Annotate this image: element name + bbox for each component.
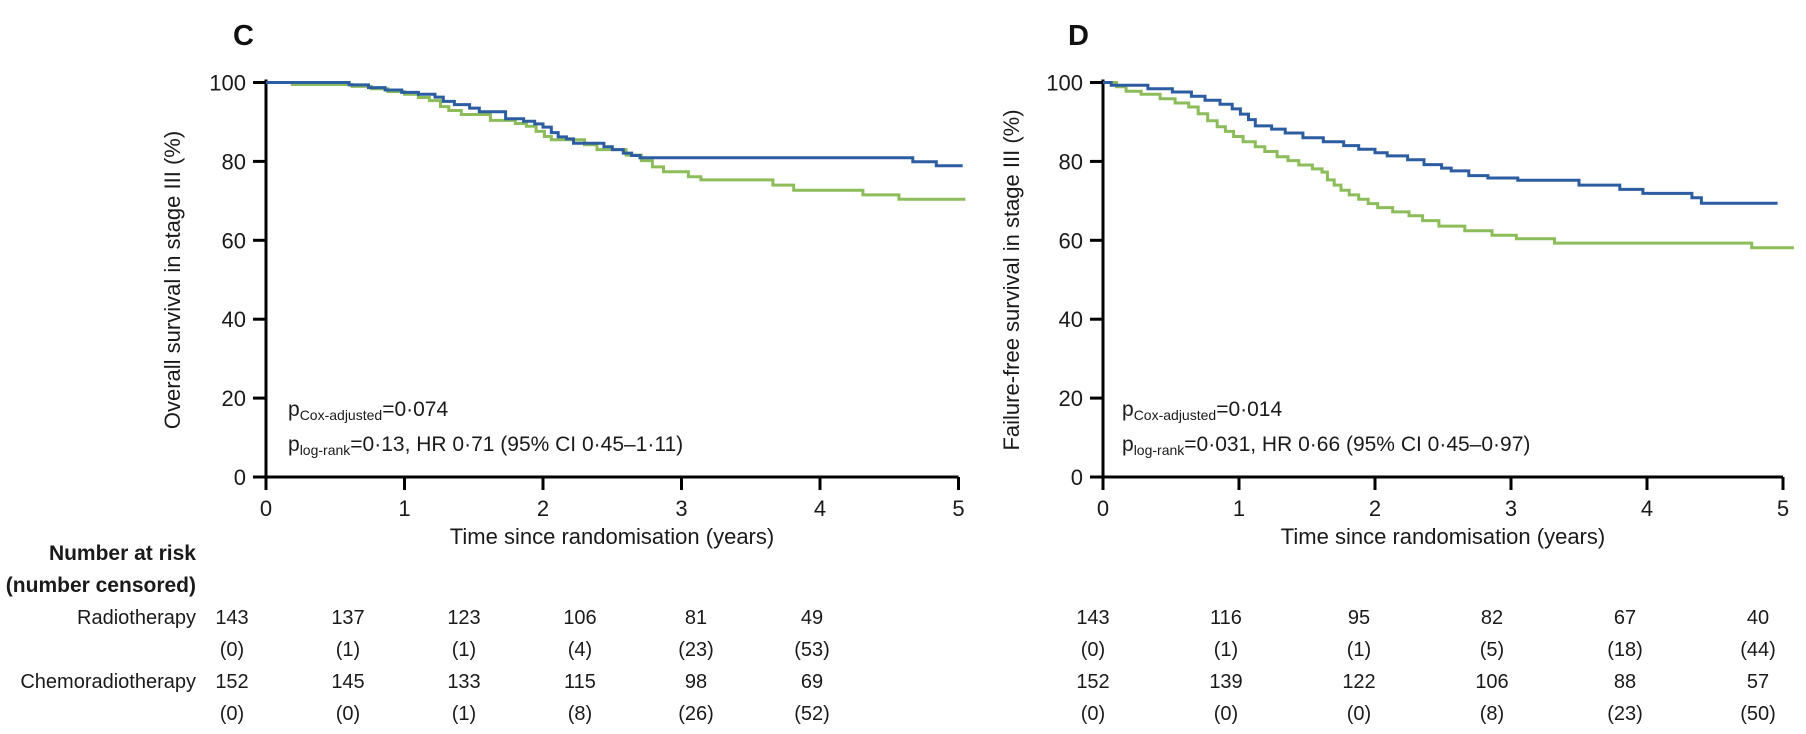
- risk-cell-d_cens-chemoradiotherapy: (0): [1213, 703, 1239, 725]
- risk-cell-c_risk-chemoradiotherapy: 152: [215, 671, 249, 693]
- risk-cell-d_risk-chemoradiotherapy: 88: [1613, 671, 1637, 693]
- risk-cell-d_risk-radiotherapy: 82: [1480, 607, 1504, 629]
- risk-cell-c_cens-chemoradiotherapy: (26): [678, 703, 714, 725]
- risk-cell-c_cens-chemoradiotherapy: (0): [335, 703, 361, 725]
- risk-cell-c_risk-chemoradiotherapy: 98: [684, 671, 708, 693]
- risk-cell-c_risk-radiotherapy: 123: [447, 607, 481, 629]
- y-tick-label-C: 40: [222, 307, 246, 332]
- x-tick-label-D: 0: [1097, 496, 1109, 521]
- risk-cell-d_cens-chemoradiotherapy: (8): [1479, 703, 1505, 725]
- risk-table-header-line2: (number censored): [5, 574, 196, 597]
- x-tick-label-C: 5: [952, 496, 964, 521]
- risk-cell-c_cens-radiotherapy: (0): [219, 639, 245, 661]
- y-tick-label-C: 20: [222, 386, 246, 411]
- risk-cell-d_cens-radiotherapy: (44): [1740, 639, 1776, 661]
- x-tick-label-D: 2: [1369, 496, 1381, 521]
- x-tick-label-D: 4: [1641, 496, 1653, 521]
- panel-label-c: C: [233, 20, 254, 52]
- risk-cell-d_cens-chemoradiotherapy: (23): [1607, 703, 1643, 725]
- y-tick-label-C: 80: [222, 149, 246, 174]
- survival-curve-blue-C: [266, 81, 963, 168]
- risk-cell-d_risk-chemoradiotherapy: 106: [1475, 671, 1509, 693]
- y-tick-label-D: 100: [1046, 71, 1083, 96]
- risk-cell-c_risk-chemoradiotherapy: 133: [447, 671, 481, 693]
- risk-row-label-radiotherapy: Radiotherapy: [77, 607, 196, 629]
- annotation-d-line1: pCox-adjusted=0·014: [1122, 398, 1283, 423]
- risk-cell-c_cens-chemoradiotherapy: (52): [794, 703, 830, 725]
- risk-cell-c_risk-chemoradiotherapy: 69: [800, 671, 824, 693]
- panel-label-d: D: [1068, 20, 1089, 52]
- risk-cell-c_risk-radiotherapy: 49: [800, 607, 824, 629]
- y-tick-label-C: 100: [209, 71, 246, 96]
- risk-cell-c_cens-chemoradiotherapy: (1): [451, 703, 477, 725]
- risk-cell-d_cens-radiotherapy: (0): [1080, 639, 1106, 661]
- risk-cell-c_cens-radiotherapy: (4): [567, 639, 593, 661]
- annotation-c: pCox-adjusted=0·074 plog-rank=0·13, HR 0…: [288, 392, 683, 462]
- y-tick-label-D: 40: [1059, 307, 1083, 332]
- y-tick-label-D: 60: [1059, 228, 1083, 253]
- x-axis-title-c: Time since randomisation (years): [449, 524, 775, 549]
- y-axis-title-d: Failure-free survival in stage III (%): [999, 109, 1024, 451]
- x-tick-label-D: 5: [1777, 496, 1789, 521]
- risk-cell-c_cens-radiotherapy: (1): [335, 639, 361, 661]
- risk-cell-d_cens-chemoradiotherapy: (0): [1080, 703, 1106, 725]
- x-tick-label-D: 1: [1233, 496, 1245, 521]
- risk-cell-d_risk-chemoradiotherapy: 152: [1076, 671, 1110, 693]
- risk-cell-c_risk-chemoradiotherapy: 145: [331, 671, 365, 693]
- risk-cell-d_cens-radiotherapy: (18): [1607, 639, 1643, 661]
- annotation-c-line2: plog-rank=0·13, HR 0·71 (95% CI 0·45–1·1…: [288, 433, 684, 458]
- risk-cell-c_risk-chemoradiotherapy: 115: [564, 671, 596, 693]
- x-tick-label-D: 3: [1505, 496, 1517, 521]
- risk-cell-d_risk-radiotherapy: 95: [1347, 607, 1371, 629]
- annotation-d-line2: plog-rank=0·031, HR 0·66 (95% CI 0·45–0·…: [1122, 433, 1531, 458]
- x-tick-label-C: 1: [398, 496, 410, 521]
- risk-cell-c_cens-radiotherapy: (53): [794, 639, 830, 661]
- x-tick-label-C: 2: [537, 496, 549, 521]
- annotation-d: pCox-adjusted=0·014 plog-rank=0·031, HR …: [1122, 392, 1530, 462]
- annotation-c-line1: pCox-adjusted=0·074: [288, 398, 449, 423]
- risk-cell-d_risk-radiotherapy: 67: [1613, 607, 1637, 629]
- risk-row-label-chemoradiotherapy: Chemoradiotherapy: [20, 671, 196, 693]
- risk-cell-d_risk-radiotherapy: 143: [1076, 607, 1110, 629]
- risk-cell-d_risk-radiotherapy: 40: [1746, 607, 1770, 629]
- x-tick-label-C: 4: [814, 496, 826, 521]
- risk-cell-c_risk-radiotherapy: 81: [684, 607, 708, 629]
- y-axis-title-c: Overall survival in stage III (%): [160, 130, 185, 430]
- risk-cell-d_cens-radiotherapy: (1): [1213, 639, 1239, 661]
- risk-cell-d_risk-chemoradiotherapy: 57: [1746, 671, 1770, 693]
- y-tick-label-D: 0: [1071, 465, 1083, 490]
- risk-cell-c_cens-chemoradiotherapy: (0): [219, 703, 245, 725]
- risk-cell-d_risk-chemoradiotherapy: 122: [1342, 671, 1376, 693]
- risk-cell-d_cens-chemoradiotherapy: (0): [1346, 703, 1372, 725]
- risk-cell-c_cens-radiotherapy: (23): [678, 639, 714, 661]
- y-tick-label-C: 0: [234, 465, 246, 490]
- survival-curve-blue-D: [1103, 81, 1778, 205]
- y-tick-label-D: 80: [1059, 149, 1083, 174]
- risk-cell-c_cens-radiotherapy: (1): [451, 639, 477, 661]
- x-tick-label-C: 0: [260, 496, 272, 521]
- x-tick-label-C: 3: [675, 496, 687, 521]
- risk-cell-d_cens-chemoradiotherapy: (50): [1740, 703, 1776, 725]
- risk-cell-c_risk-radiotherapy: 143: [215, 607, 249, 629]
- survival-curve-green-C: [266, 81, 966, 201]
- risk-cell-c_cens-chemoradiotherapy: (8): [567, 703, 593, 725]
- risk-cell-d_cens-radiotherapy: (1): [1346, 639, 1372, 661]
- risk-cell-d_risk-chemoradiotherapy: 139: [1209, 671, 1243, 693]
- risk-cell-c_risk-radiotherapy: 137: [331, 607, 365, 629]
- risk-cell-d_risk-radiotherapy: 116: [1210, 607, 1242, 629]
- x-axis-title-d: Time since randomisation (years): [1280, 524, 1606, 549]
- y-tick-label-C: 60: [222, 228, 246, 253]
- survival-curve-green-D: [1103, 81, 1794, 250]
- y-tick-label-D: 20: [1059, 386, 1083, 411]
- risk-table-header-line1: Number at risk: [48, 542, 196, 565]
- risk-cell-c_risk-radiotherapy: 106: [563, 607, 597, 629]
- risk-cell-d_cens-radiotherapy: (5): [1479, 639, 1505, 661]
